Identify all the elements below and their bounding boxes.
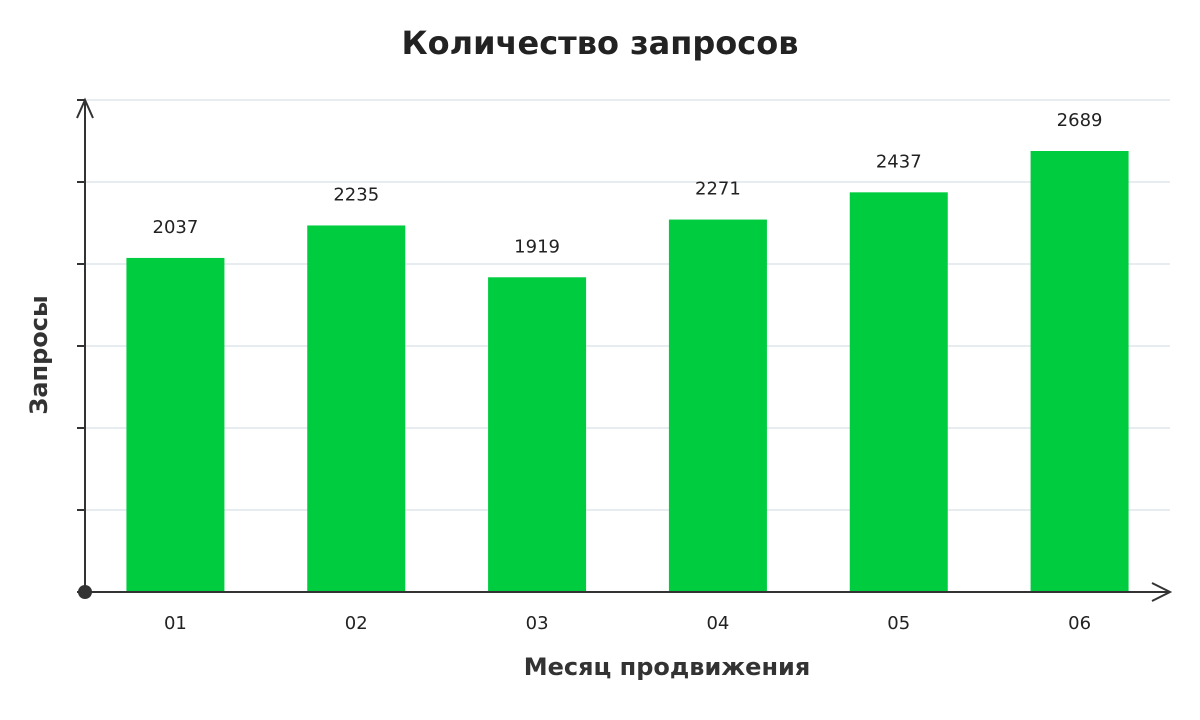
bar: [488, 277, 587, 592]
data-label: 2235: [333, 184, 379, 205]
y-axis: [76, 97, 94, 592]
data-label: 2037: [153, 217, 199, 238]
bar: [1030, 151, 1129, 592]
chart-title: Количество запросов: [402, 24, 799, 62]
x-tick-label: 03: [526, 613, 549, 634]
bar: [849, 192, 948, 592]
x-tick-label: 06: [1068, 613, 1091, 634]
data-label: 2271: [695, 179, 741, 200]
x-axis-label: Месяц продвижения: [524, 653, 811, 681]
origin-dot: [78, 585, 92, 599]
x-tick-label: 04: [706, 613, 729, 634]
data-label: 2437: [876, 151, 922, 172]
bar: [668, 219, 767, 592]
bar: [307, 225, 406, 592]
x-tick-label: 05: [887, 613, 910, 634]
bar: [126, 257, 225, 592]
data-label: 1919: [514, 236, 560, 257]
x-axis: [85, 582, 1173, 602]
x-tick-label: 02: [345, 613, 368, 634]
x-tick-label: 01: [164, 613, 187, 634]
data-label: 2689: [1057, 110, 1103, 131]
y-axis-label: Запросы: [25, 295, 53, 414]
